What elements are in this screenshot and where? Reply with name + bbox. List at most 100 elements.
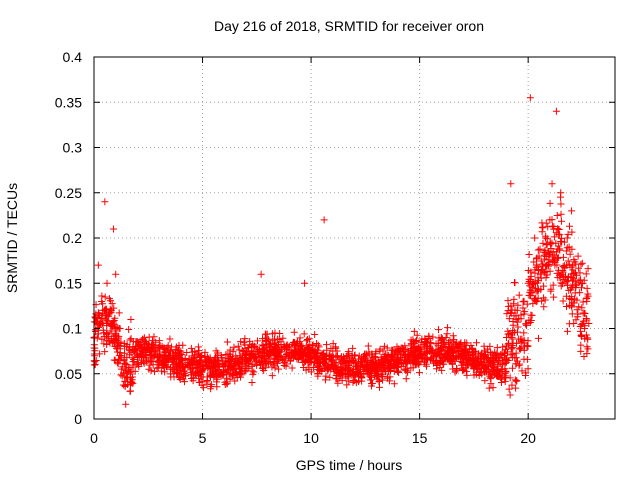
data-point xyxy=(485,384,493,392)
x-tick-label: 15 xyxy=(412,430,428,446)
data-point xyxy=(150,333,158,341)
data-point xyxy=(376,364,384,372)
data-point xyxy=(268,372,276,380)
data-point xyxy=(531,234,539,242)
data-point xyxy=(544,223,552,231)
data-point xyxy=(550,293,558,301)
data-point xyxy=(459,359,467,367)
data-point xyxy=(283,350,291,358)
data-point xyxy=(261,358,269,366)
data-point xyxy=(577,260,585,268)
chart-title: Day 216 of 2018, SRMTID for receiver oro… xyxy=(214,18,484,34)
data-point xyxy=(526,94,534,102)
data-point xyxy=(135,362,143,370)
data-point xyxy=(271,355,279,363)
data-point xyxy=(397,353,405,361)
data-point xyxy=(439,360,447,368)
data-point xyxy=(260,366,268,374)
data-point xyxy=(198,352,206,360)
data-point xyxy=(443,330,451,338)
data-point xyxy=(191,347,199,355)
data-point xyxy=(563,327,571,335)
data-point xyxy=(308,342,316,350)
data-point xyxy=(428,354,436,362)
data-point xyxy=(501,360,509,368)
data-point xyxy=(568,207,576,215)
data-point xyxy=(101,293,109,301)
data-point xyxy=(274,359,282,367)
data-point xyxy=(393,343,401,351)
data-point xyxy=(262,330,270,338)
data-point xyxy=(502,368,510,376)
data-point xyxy=(112,270,120,278)
data-point xyxy=(359,363,367,371)
data-point xyxy=(155,337,163,345)
data-point xyxy=(508,335,516,343)
data-point xyxy=(344,370,352,378)
data-point xyxy=(101,198,109,206)
axis-ticks: 0 0.05 0.1 0.15 0.2 0.25 0.3 0.35 0.4 0 5 10 15 20 xyxy=(55,49,615,446)
data-point xyxy=(94,261,102,269)
data-point xyxy=(277,348,285,356)
data-point xyxy=(392,358,400,366)
data-point xyxy=(550,223,558,231)
data-point xyxy=(98,320,106,328)
data-point xyxy=(197,353,205,361)
data-point xyxy=(512,360,520,368)
data-point xyxy=(223,338,231,346)
data-point xyxy=(446,337,454,345)
data-point xyxy=(110,332,118,340)
y-tick-label: 0.2 xyxy=(63,230,83,246)
y-tick-label: 0.3 xyxy=(63,140,83,156)
data-point xyxy=(145,365,153,373)
data-point xyxy=(105,337,113,345)
data-point xyxy=(533,297,541,305)
data-point xyxy=(102,305,110,313)
data-point xyxy=(390,380,398,388)
data-point xyxy=(516,345,524,353)
data-point xyxy=(502,356,510,364)
y-tick-label: 0 xyxy=(74,411,82,427)
data-point xyxy=(120,369,128,377)
data-point xyxy=(119,381,127,389)
data-point xyxy=(577,341,585,349)
data-point xyxy=(354,368,362,376)
data-point xyxy=(540,269,548,277)
data-point xyxy=(221,381,229,389)
data-point xyxy=(583,295,591,303)
data-point xyxy=(518,367,526,375)
data-point xyxy=(206,357,214,365)
data-point xyxy=(520,310,528,318)
data-point xyxy=(542,241,550,249)
data-point xyxy=(276,329,284,337)
data-point xyxy=(505,385,513,393)
data-point xyxy=(407,364,415,372)
data-point xyxy=(581,309,589,317)
data-point xyxy=(194,343,202,351)
data-point xyxy=(126,387,134,395)
data-point xyxy=(256,358,264,366)
data-point xyxy=(112,329,120,337)
data-point xyxy=(475,372,483,380)
data-point xyxy=(575,303,583,311)
data-point xyxy=(330,367,338,375)
data-point xyxy=(580,352,588,360)
data-point xyxy=(582,270,590,278)
data-point xyxy=(170,367,178,375)
data-point xyxy=(578,304,586,312)
data-point xyxy=(559,263,567,271)
data-point xyxy=(160,362,168,370)
data-point xyxy=(546,267,554,275)
data-point xyxy=(507,351,515,359)
data-point xyxy=(115,309,123,317)
data-point xyxy=(234,342,242,350)
data-point xyxy=(512,377,520,385)
data-point xyxy=(481,368,489,376)
data-point xyxy=(483,353,491,361)
data-point xyxy=(534,285,542,293)
data-point xyxy=(103,279,111,287)
data-point xyxy=(536,270,544,278)
data-point xyxy=(504,340,512,348)
data-point xyxy=(305,363,313,371)
data-point xyxy=(520,355,528,363)
